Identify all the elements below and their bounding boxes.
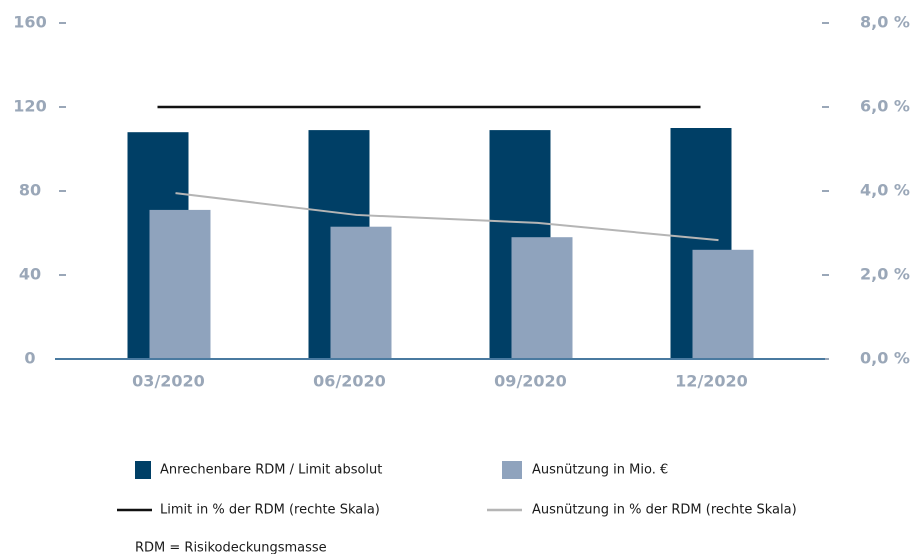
y2-tick-label: 8,0 % — [860, 13, 910, 32]
bar — [692, 249, 754, 359]
bar — [511, 237, 573, 359]
y2-tick-label: 4,0 % — [860, 181, 910, 200]
legend-label: Limit in % der RDM (rechte Skala) — [160, 503, 380, 518]
y2-tick-label: 0,0 % — [860, 349, 910, 368]
bar — [330, 226, 392, 359]
y-tick-label: 0 — [24, 349, 35, 368]
legend-swatch — [135, 461, 151, 479]
x-tick-label: 03/2020 — [132, 372, 205, 391]
y2-tick-label: 2,0 % — [860, 265, 910, 284]
y-tick-label: 120 — [13, 97, 46, 116]
line — [175, 192, 719, 242]
y-tick-label: 40 — [19, 265, 41, 284]
x-tick-label: 12/2020 — [675, 372, 748, 391]
note: RDM = Risikodeckungsmasse — [135, 541, 327, 554]
y-tick-label: 160 — [13, 13, 46, 32]
x-tick-label: 09/2020 — [494, 372, 567, 391]
y2-tick-label: 6,0 % — [860, 97, 910, 116]
x-tick-label: 06/2020 — [313, 372, 386, 391]
legend-label: Ausnützung in Mio. € — [532, 463, 668, 478]
legend-label: Anrechenbare RDM / Limit absolut — [160, 463, 382, 478]
bar — [149, 209, 211, 359]
y-tick-label: 80 — [19, 181, 41, 200]
legend-label: Ausnützung in % der RDM (rechte Skala) — [532, 503, 797, 518]
legend-swatch — [502, 461, 522, 479]
